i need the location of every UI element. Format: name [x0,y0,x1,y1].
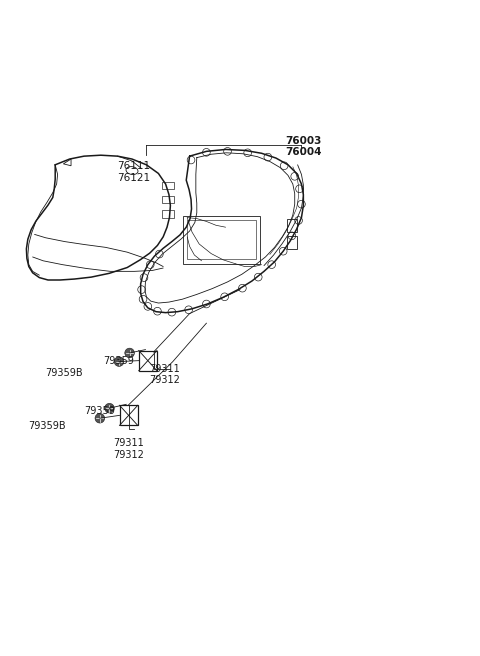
Circle shape [125,348,134,358]
Text: 79311
79312: 79311 79312 [149,364,180,385]
Text: 76003
76004: 76003 76004 [286,136,322,157]
Bar [287,236,297,249]
Bar [162,196,174,203]
Bar [183,216,260,264]
Text: 76111
76121: 76111 76121 [118,161,151,183]
Circle shape [95,413,105,423]
Bar [139,350,157,371]
Bar [162,211,174,218]
Circle shape [114,357,124,367]
Text: 79311
79312: 79311 79312 [113,438,144,460]
Text: 79359: 79359 [103,356,134,365]
Bar [287,218,297,232]
Bar [120,405,138,426]
Bar [187,220,256,259]
Circle shape [105,403,114,413]
Bar [162,182,174,189]
Text: 79359B: 79359B [46,368,83,378]
Text: 79359B: 79359B [28,421,65,432]
Text: 79359: 79359 [84,406,115,416]
